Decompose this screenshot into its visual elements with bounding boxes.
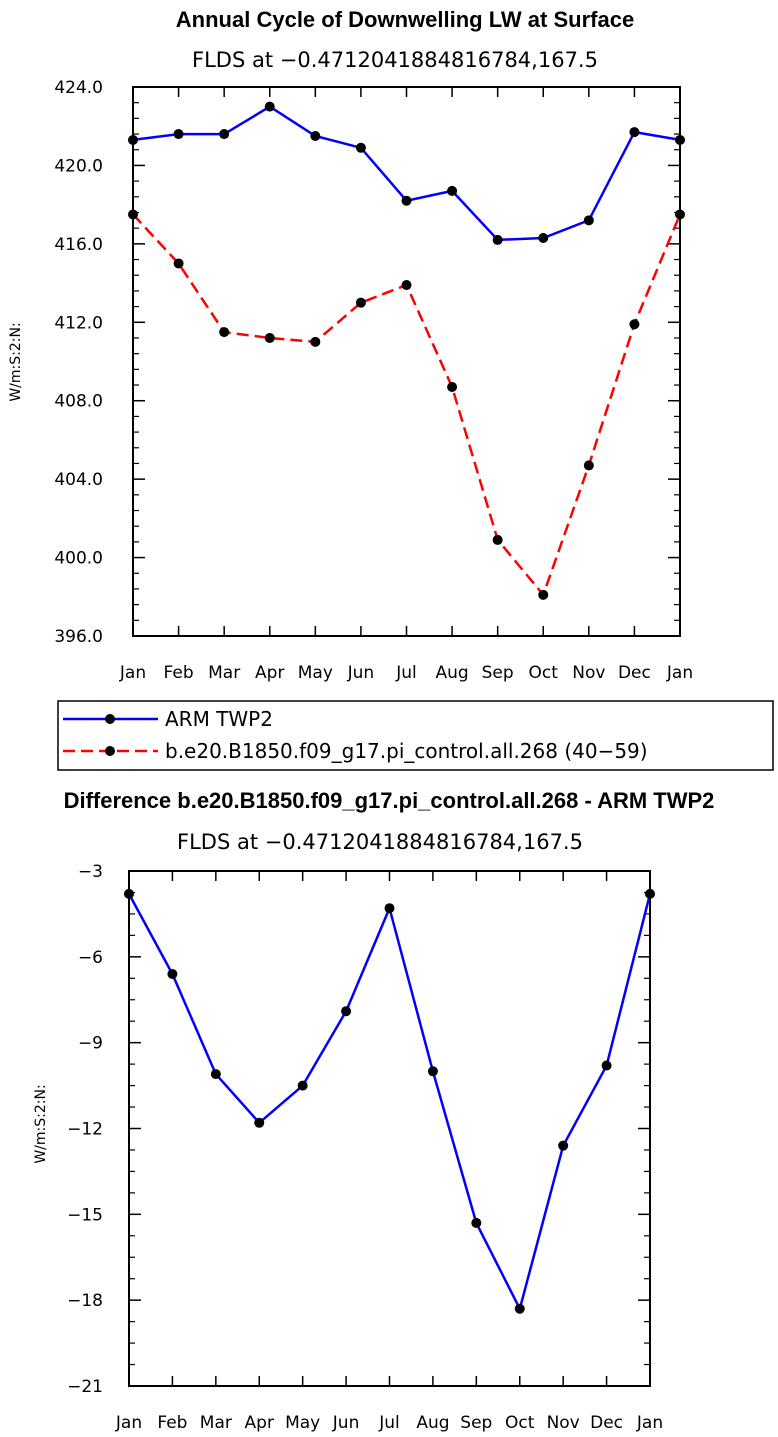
y-tick-label: −21 [67,1377,103,1397]
data-point [538,589,549,600]
x-tick-label: Jun [332,1413,360,1433]
x-tick-label: May [298,663,333,683]
x-tick-label: Oct [529,663,559,683]
data-point [210,1069,221,1080]
data-point [583,215,594,226]
x-tick-label: Jul [395,663,417,683]
data-point [128,134,138,145]
chart2-ylabel: W/m:S:2:N: [33,1084,49,1163]
x-tick-label: Jan [115,1413,142,1433]
plot-frame [132,86,681,637]
data-point [583,460,594,471]
y-tick-label: 420.0 [54,156,103,176]
data-point [384,903,395,914]
y-tick-label: 400.0 [54,549,103,569]
chart2-subtitle: FLDS at −0.4712041884816784,167.5 [177,830,583,854]
chart2-title: Difference b.e20.B1850.f09_g17.pi_contro… [64,788,715,813]
data-point [492,234,503,245]
x-tick-label: Oct [505,1413,535,1433]
data-point [427,1066,438,1077]
chart1-ylabel: W/m:S:2:N: [8,322,24,401]
data-point [173,258,184,269]
legend-label-arm: ARM TWP2 [165,707,273,731]
data-point [264,332,275,343]
data-point [173,129,184,140]
x-tick-label: Jan [666,663,693,683]
y-tick-label: −6 [78,948,103,968]
y-tick-label: 404.0 [54,470,103,490]
data-point [310,131,321,142]
y-tick-label: 408.0 [54,392,103,412]
data-point [675,134,685,145]
series-line [132,105,681,242]
data-point [264,101,275,112]
data-point [514,1303,525,1314]
legend-marker-model [105,746,115,756]
series-line [127,893,652,1313]
x-tick-label: Feb [157,1413,187,1433]
data-point [297,1080,308,1091]
x-tick-label: Apr [255,663,284,683]
data-point [447,185,458,196]
x-tick-label: Mar [208,663,240,683]
data-point [128,209,138,220]
data-point [471,1217,482,1228]
y-tick-label: 396.0 [54,627,103,647]
data-point [401,195,412,206]
y-tick-label: −15 [67,1205,103,1225]
y-tick-label: 412.0 [54,313,103,333]
x-tick-label: Jul [378,1413,400,1433]
data-point [310,336,321,347]
legend-marker-arm [105,714,115,724]
x-tick-label: Aug [416,1413,449,1433]
data-point [447,381,458,392]
chart1-legend: ARM TWP2 b.e20.B1850.f09_g17.pi_control.… [57,700,774,771]
x-tick-label: Sep [460,1413,492,1433]
y-tick-label: −3 [78,862,103,882]
legend-label-model: b.e20.B1850.f09_g17.pi_control.all.268 (… [165,739,648,763]
data-point [219,327,230,338]
x-tick-label: Jan [636,1413,663,1433]
series-line [132,213,682,598]
data-point [219,129,230,140]
x-tick-label: Jan [119,663,146,683]
y-tick-label: 416.0 [54,235,103,255]
chart1-title: Annual Cycle of Downwelling LW at Surfac… [176,7,634,32]
x-tick-label: Nov [572,663,605,683]
legend-box [57,700,774,771]
x-tick-label: Jun [347,663,375,683]
x-tick-label: May [285,1413,320,1433]
data-point [538,232,549,243]
x-tick-label: Apr [245,1413,274,1433]
y-tick-label: −18 [67,1291,103,1311]
data-point [601,1060,612,1071]
chart1-subtitle: FLDS at −0.4712041884816784,167.5 [192,48,598,72]
y-tick-label: −12 [67,1120,103,1140]
data-point [355,297,366,308]
x-tick-label: Nov [547,1413,580,1433]
data-point [355,142,366,153]
data-point [341,1006,352,1017]
data-point [254,1117,265,1128]
x-tick-label: Sep [482,663,514,683]
y-tick-label: −9 [78,1034,103,1054]
data-point [401,280,412,291]
chart2-plot-area: Jan Feb Mar Apr May Jun Jul Aug Sep Oct Nov Dec Jan−… [67,862,663,1433]
data-point [492,534,503,545]
x-tick-label: Dec [618,663,651,683]
chart1-plot-area: Jan Feb Mar Apr May Jun Jul Aug Sep Oct Nov Dec Jan 3… [54,78,693,683]
x-tick-label: Aug [435,663,468,683]
data-point [645,888,655,899]
data-point [629,127,640,138]
x-tick-label: Feb [164,663,194,683]
data-point [675,209,685,220]
data-point [558,1140,569,1151]
x-tick-label: Dec [590,1413,623,1433]
x-tick-label: Mar [200,1413,232,1433]
data-point [124,888,134,899]
data-point [167,969,178,979]
y-tick-label: 424.0 [54,78,103,98]
data-point [629,319,640,330]
